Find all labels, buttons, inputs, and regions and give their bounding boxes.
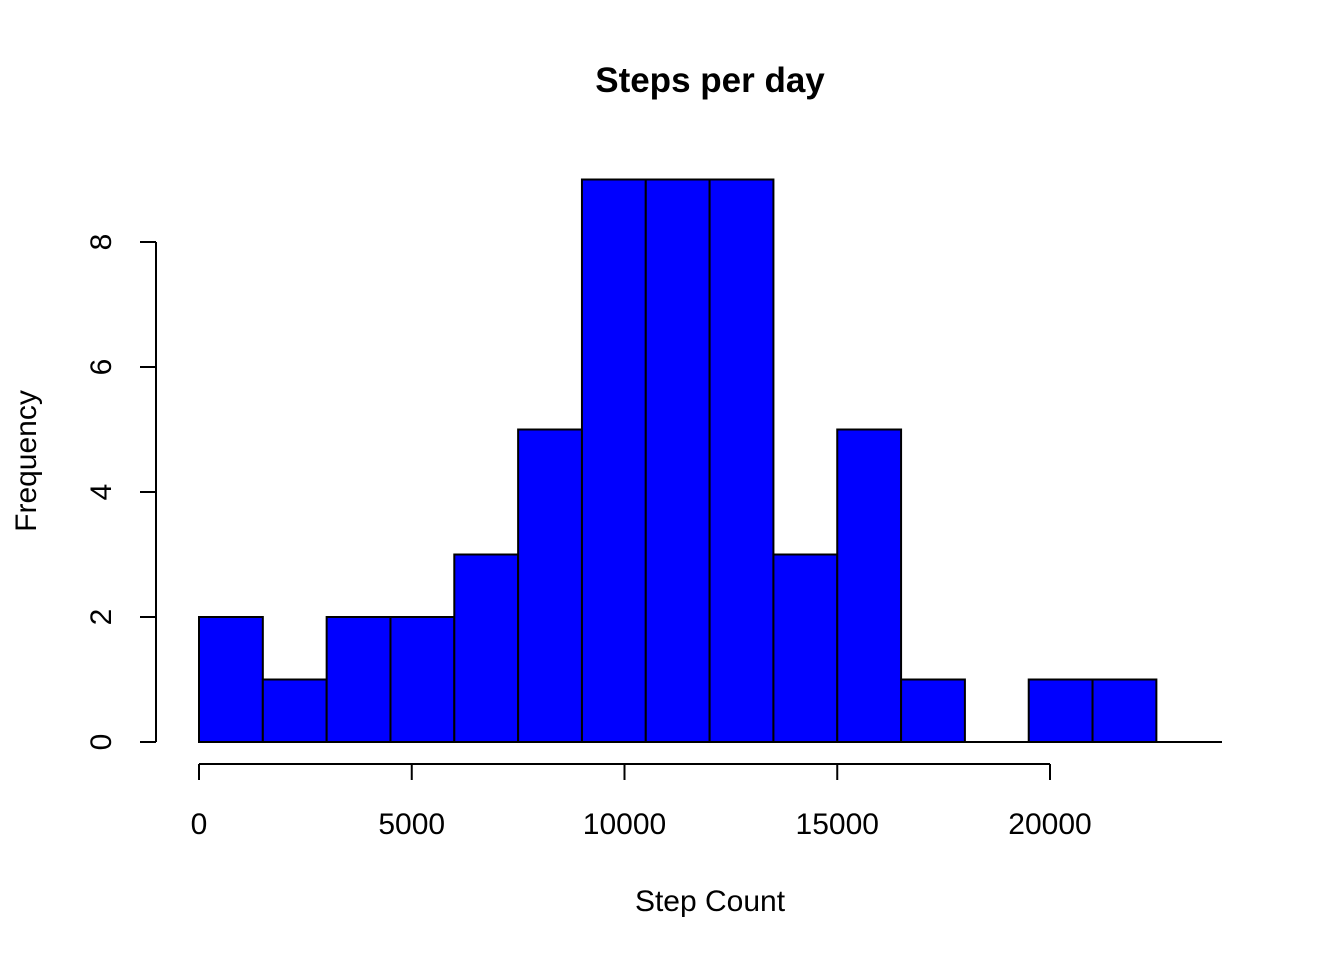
histogram-bar: [708, 178, 775, 743]
histogram-bar: [517, 428, 583, 743]
x-tick-label: 10000: [583, 808, 666, 841]
histogram-bar: [389, 616, 456, 743]
chart-title: Steps per day: [595, 61, 825, 100]
histogram-bar: [644, 178, 711, 743]
y-tick-label: 4: [85, 484, 118, 501]
x-axis: 0 5000 10000 15000 20000: [191, 763, 1092, 841]
x-tick-label: 20000: [1008, 808, 1091, 841]
y-axis-label: Frequency: [10, 390, 43, 532]
histogram-bar: [900, 678, 966, 743]
x-tick-label: 15000: [796, 808, 879, 841]
histogram-bar: [453, 553, 520, 743]
histogram-bar: [1091, 678, 1158, 743]
y-tick-label: 8: [85, 234, 118, 251]
y-tick-label: 2: [85, 609, 118, 626]
x-tick-label: 0: [191, 808, 208, 841]
histogram-bar: [580, 178, 647, 743]
x-axis-label: Step Count: [635, 885, 786, 918]
histogram-bar: [772, 553, 839, 743]
histogram-bar: [325, 616, 392, 743]
histogram-bar: [261, 678, 328, 743]
x-tick-label: 5000: [378, 808, 445, 841]
histogram-bar: [198, 616, 264, 743]
y-tick-label: 0: [85, 734, 118, 751]
y-axis: 0 2 4 6 8: [85, 234, 157, 751]
bars-group: [198, 178, 1158, 743]
histogram-bar: [1027, 678, 1094, 743]
histogram-bar: [836, 428, 903, 743]
y-tick-label: 6: [85, 359, 118, 376]
